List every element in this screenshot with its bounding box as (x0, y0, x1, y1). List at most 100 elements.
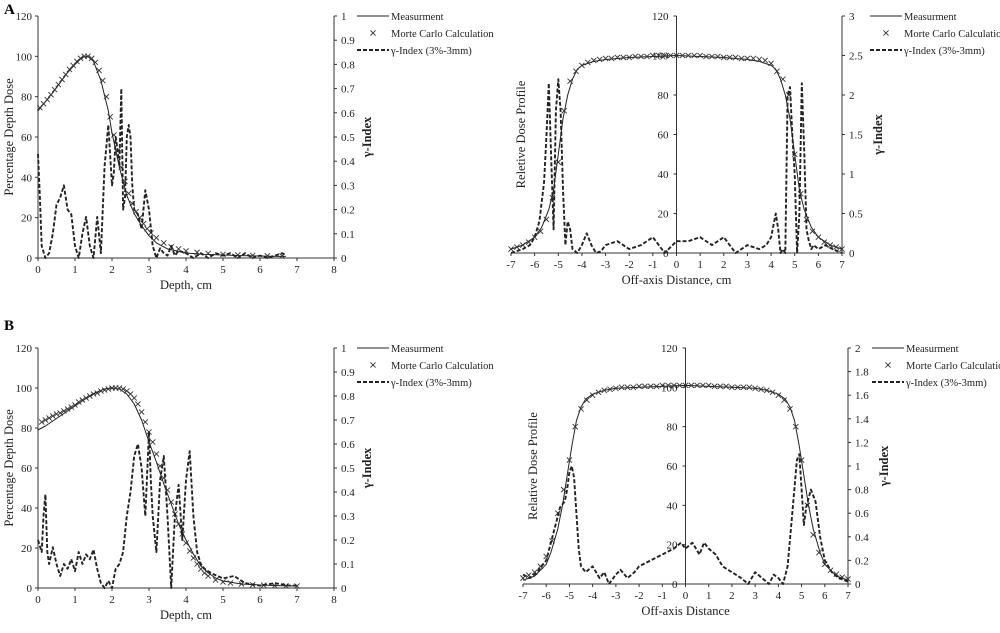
monte-carlo-point (833, 571, 840, 578)
monte-carlo-point (626, 54, 633, 61)
marker-stroke (194, 249, 201, 256)
monte-carlo-point (75, 399, 82, 405)
y2-tick-label: 0.1 (341, 229, 355, 241)
marker-stroke (212, 577, 219, 583)
marker-stroke (729, 384, 735, 391)
y2-tick-label: 0.3 (341, 511, 355, 523)
marker-stroke (519, 242, 526, 249)
monte-carlo-point (92, 59, 99, 66)
x-tick-label: 8 (331, 264, 337, 276)
marker-stroke (665, 382, 672, 389)
x-tick-label: 5 (220, 594, 226, 606)
x-tick-label: 2 (729, 590, 735, 602)
y-tick-label: 60 (667, 461, 679, 473)
marker-stroke (732, 54, 739, 61)
monte-carlo-point (839, 246, 845, 252)
marker-stroke (555, 159, 562, 166)
marker-stroke (774, 68, 780, 75)
y-tick-label: 120 (661, 343, 678, 355)
monte-carlo-point (537, 228, 544, 235)
y2-axis-title: γ-Index (360, 447, 374, 489)
marker-stroke (49, 413, 56, 419)
marker-stroke (655, 52, 662, 59)
x-tick-label: -4 (577, 259, 587, 271)
marker-stroke (572, 423, 579, 430)
monte-carlo-point (717, 383, 724, 390)
y-axis-title: Percentage Depth Dose (2, 409, 16, 527)
monte-carlo-point (579, 62, 585, 69)
series-monte-carlo (38, 385, 300, 589)
monte-carlo-point (726, 54, 733, 61)
marker-stroke (779, 76, 786, 83)
monte-carlo-point (632, 53, 639, 60)
marker-stroke (620, 54, 627, 61)
chart-b-off-axis-profile: -7 -6 -5 -4 -3 -2 -1 0 1 2 3 4 5 6 702040608010012000.… (518, 343, 1000, 618)
x-tick-label: 1 (72, 264, 78, 276)
marker-stroke (160, 239, 167, 246)
monte-carlo-point (519, 242, 526, 249)
monte-carlo-point (641, 383, 648, 390)
x-tick-label: 4 (768, 259, 774, 271)
marker-stroke (59, 76, 65, 83)
marker-stroke (653, 383, 660, 390)
marker-stroke (101, 387, 108, 393)
y2-tick-label: 0.4 (341, 156, 355, 168)
monte-carlo-point (602, 55, 609, 62)
monte-carlo-point (659, 382, 666, 389)
y-tick-label: 0 (663, 248, 669, 260)
legend-label-measurement: Measurment (391, 344, 444, 355)
monte-carlo-point (83, 395, 90, 401)
x-tick-label: 8 (331, 594, 337, 606)
panel-label-b: B (4, 318, 14, 334)
monte-carlo-point (64, 406, 71, 412)
monte-carlo-point (703, 53, 709, 60)
y2-tick-label: 1 (849, 169, 855, 181)
monte-carlo-point (815, 234, 822, 241)
y2-tick-label: 1.5 (849, 130, 863, 142)
monte-carlo-point (194, 561, 201, 567)
marker-stroke (370, 362, 376, 368)
y2-tick-label: 0.9 (341, 35, 355, 47)
marker-stroke (723, 383, 730, 390)
monte-carlo-point (792, 423, 799, 430)
marker-stroke (705, 382, 712, 389)
monte-carlo-point (168, 499, 175, 505)
marker-stroke (769, 389, 776, 396)
monte-carlo-point (775, 392, 782, 399)
x-tick-label: -7 (518, 590, 528, 602)
legend: Measurment Morte Carlo Calculation γ-Index… (357, 344, 494, 389)
monte-carlo-point (679, 52, 686, 59)
monte-carlo-point (201, 570, 208, 576)
marker-stroke (144, 225, 151, 232)
x-tick-label: 6 (257, 264, 263, 276)
monte-carlo-point (142, 419, 149, 425)
marker-stroke (194, 561, 201, 567)
monte-carlo-point (763, 387, 770, 394)
monte-carlo-point (833, 244, 840, 250)
marker-stroke (589, 392, 596, 399)
marker-stroke (673, 52, 680, 59)
marker-stroke (234, 252, 241, 258)
x-tick-label: 4 (183, 264, 189, 276)
monte-carlo-point (769, 389, 776, 396)
marker-stroke (816, 549, 822, 556)
marker-stroke (72, 402, 78, 408)
monte-carlo-point (750, 55, 757, 62)
legend-label-monte-carlo: Morte Carlo Calculation (904, 29, 1000, 40)
y2-tick-label: 0.2 (341, 205, 355, 217)
x-tick-label: 6 (822, 590, 828, 602)
marker-stroke (601, 387, 608, 394)
monte-carlo-point (560, 486, 567, 493)
monte-carlo-point (711, 383, 718, 390)
y2-tick-label: 0.8 (855, 485, 869, 497)
marker-stroke (127, 391, 134, 397)
monte-carlo-point (697, 52, 704, 59)
y2-tick-label: 0.7 (341, 415, 355, 427)
monte-carlo-point (734, 384, 741, 391)
y-tick-label: 20 (658, 209, 670, 221)
marker-stroke (647, 383, 654, 390)
marker-stroke (525, 239, 532, 246)
y2-tick-label: 0.6 (341, 108, 355, 120)
y-axis-title: Percentage Depth Dose (2, 78, 16, 196)
marker-stroke (567, 78, 574, 85)
